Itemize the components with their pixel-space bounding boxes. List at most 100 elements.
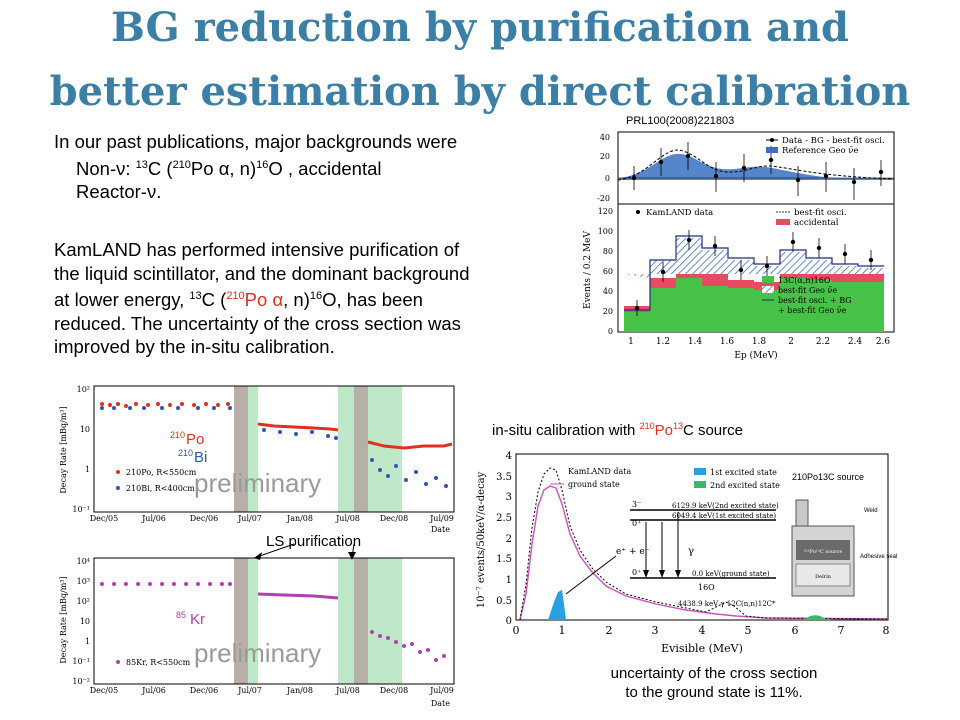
svg-text:5: 5: [745, 624, 752, 637]
svg-text:10⁴: 10⁴: [77, 557, 90, 566]
calib-xlabel: Evisible (MeV): [661, 642, 743, 655]
prl-legend-osci-bg: best-fit osci. + BG: [778, 296, 852, 305]
intro-paragraph: In our past publications, major backgrou…: [54, 130, 457, 204]
po210-label: Po: [186, 431, 204, 448]
calibration-title: in-situ calibration with 210Po13C source: [492, 421, 743, 439]
svg-text:Adhesive seal: Adhesive seal: [860, 554, 897, 560]
svg-text:2: 2: [606, 624, 613, 637]
svg-text:1: 1: [85, 637, 90, 646]
svg-text:Jul/06: Jul/06: [141, 514, 166, 523]
intro-line-1: In our past publications, major backgrou…: [54, 131, 458, 152]
kr85-post-line: [257, 592, 339, 600]
purification-line-5: improved by the in-situ calibration.: [54, 336, 335, 358]
svg-text:6049.4 keV(1st excited state): 6049.4 keV(1st excited state): [672, 512, 776, 520]
svg-text:Jul/06: Jul/06: [141, 686, 166, 695]
svg-text:1.2: 1.2: [656, 337, 670, 347]
svg-text:0.5: 0.5: [496, 596, 512, 607]
prl-top-dashed-curve: [617, 149, 895, 181]
calibration-figure: 0 0.5 1 1.5 2 2.5 3 3.5 4 10⁻⁷ events/50…: [476, 451, 897, 655]
svg-text:0: 0: [513, 624, 520, 637]
prl-alpha-n-fill: [624, 278, 884, 332]
svg-text:1.5: 1.5: [496, 554, 512, 565]
prl-legend-osci: best-fit osci.: [794, 208, 847, 218]
level-diagram: 3⁻ 0⁺ 0⁺ 6129.9 keV(2nd excited state) 6…: [565, 500, 779, 595]
legend-ground-state: ground state: [568, 480, 620, 489]
svg-text:0: 0: [506, 616, 512, 627]
svg-text:Dec/06: Dec/06: [190, 514, 219, 523]
svg-text:10²: 10²: [77, 597, 90, 606]
legend-2nd-excited: 2nd excited state: [710, 481, 780, 490]
prl-reference: PRL100(2008)221803: [626, 115, 734, 127]
purification-paragraph: KamLAND has performed intensive purifica…: [54, 238, 470, 359]
svg-text:Jul/08: Jul/08: [335, 514, 360, 523]
svg-text:2.5: 2.5: [496, 513, 512, 524]
svg-text:10: 10: [80, 617, 90, 626]
svg-text:8: 8: [883, 624, 890, 637]
calib-ylabel: 10⁻⁷ events/50keV/α-decay: [476, 471, 487, 608]
preliminary-watermark-top: preliminary: [194, 468, 321, 498]
svg-text:0.0 keV(ground state): 0.0 keV(ground state): [692, 570, 770, 578]
svg-text:120: 120: [598, 207, 613, 216]
slide-title-line-1: BG reduction by purification and: [110, 4, 850, 51]
svg-text:3.5: 3.5: [496, 472, 512, 483]
svg-text:Dec/06: Dec/06: [190, 686, 219, 695]
prl-spectrum-figure: PRL100(2008)221803 Data - BG - best-fit …: [583, 115, 895, 361]
svg-text:7: 7: [838, 624, 845, 637]
svg-text:60: 60: [603, 267, 613, 276]
svg-text:3: 3: [506, 492, 512, 503]
prl-bottom-errorbars: [636, 230, 872, 316]
svg-text:Dec/08: Dec/08: [380, 514, 409, 523]
po210-post-line: [257, 422, 339, 432]
svg-text:100: 100: [598, 227, 613, 236]
purification-line-1: KamLAND has performed intensive purifica…: [54, 239, 460, 260]
po210-points: [100, 402, 230, 408]
svg-text:20: 20: [603, 307, 613, 316]
purification-bands: [234, 386, 402, 684]
svg-text:1: 1: [559, 624, 566, 637]
svg-text:10⁻²: 10⁻²: [72, 677, 90, 686]
purification-line-4: reduced. The uncertainty of the cross se…: [54, 312, 461, 334]
calibration-caption: uncertainty of the cross section to the …: [574, 664, 854, 702]
svg-text:210: 210: [170, 430, 185, 440]
svg-text:Dec/05: Dec/05: [90, 514, 119, 523]
legend-1st-excited: 1st excited state: [710, 468, 777, 477]
kr85-label: Kr: [190, 611, 205, 628]
svg-text:1: 1: [506, 575, 512, 586]
svg-text:3: 3: [652, 624, 659, 637]
preliminary-watermark-bottom: preliminary: [194, 638, 321, 668]
svg-text:40: 40: [603, 287, 613, 296]
decay-top-xticks: Dec/05 Jul/06 Dec/06 Jul/07 Jan/08 Jul/0…: [90, 514, 454, 523]
svg-text:²¹⁰Po¹³C source: ²¹⁰Po¹³C source: [804, 549, 843, 555]
svg-text:2.6: 2.6: [876, 337, 891, 347]
svg-text:Jan/08: Jan/08: [286, 686, 313, 695]
kr85-points: [100, 582, 446, 662]
svg-text:Jul/08: Jul/08: [335, 686, 360, 695]
svg-text:10: 10: [80, 425, 90, 434]
svg-text:6: 6: [792, 624, 799, 637]
caption-line-1: uncertainty of the cross section: [610, 665, 818, 682]
svg-text:Dec/08: Dec/08: [380, 686, 409, 695]
legend-po210: 210Po, R<550cm: [126, 468, 197, 477]
prl-xticks: 1 1.2 1.4 1.6 1.8 2 2.2 2.4 2.6: [628, 337, 890, 347]
intro-line-2: Non-ν: 13C (210Po α, n)16O , accidental: [76, 157, 382, 179]
decay-top-yticks: 10² 10 1 10⁻¹: [72, 385, 90, 514]
prl-xlabel: Ep (MeV): [734, 350, 777, 361]
source-apparatus-icon: ²¹⁰Po¹³C source Delrin Weld Adhesive sea…: [791, 499, 897, 597]
prl-legend-geo-fit: best-fit Geo ν̄e: [778, 286, 837, 295]
prl-legend-data: Data - BG - best-fit osci.: [782, 136, 885, 146]
ground-state-curve: [519, 485, 889, 621]
svg-text:2.2: 2.2: [816, 337, 830, 347]
ls-purification-label: LS purification: [266, 533, 361, 550]
svg-text:1: 1: [85, 465, 90, 474]
source-label: 210Po13C source: [792, 472, 864, 482]
bi210-label: Bi: [194, 449, 207, 466]
svg-text:1.8: 1.8: [752, 337, 767, 347]
prl-legend-plus-geo: + best-fit Geo ν̄e: [778, 306, 847, 315]
prl-bottom-yticks: 120 100 80 60 40 20 0: [598, 207, 613, 336]
svg-text:2: 2: [506, 534, 512, 545]
svg-text:10²: 10²: [77, 385, 90, 394]
svg-text:0: 0: [605, 174, 610, 183]
po210-final-line: [367, 440, 453, 450]
prl-legend-geo: Reference Geo ν̄e: [782, 146, 859, 156]
svg-text:-20: -20: [597, 194, 610, 203]
